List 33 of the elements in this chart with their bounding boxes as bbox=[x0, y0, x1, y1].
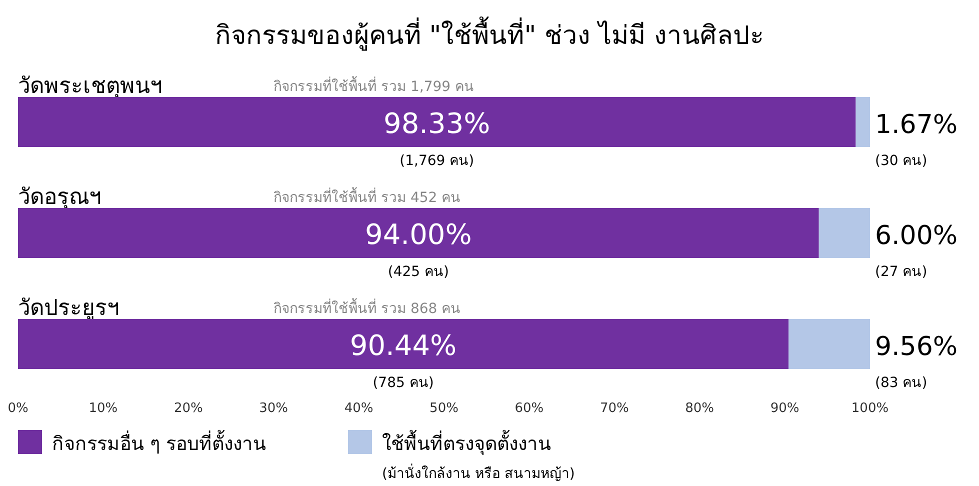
x-tick-label: 90% bbox=[770, 401, 800, 416]
data-label: 9.56% (83 คน) bbox=[875, 332, 958, 391]
legend-label: ใช้พื้นที่ตรงจุดตั้งงาน bbox=[382, 430, 551, 456]
y-tick-label: วัดประยูรฯ bbox=[18, 296, 119, 321]
bar bbox=[788, 319, 870, 369]
x-tick-label: 0% bbox=[8, 401, 28, 416]
x-tick-label: 100% bbox=[851, 401, 889, 416]
bar bbox=[856, 97, 870, 147]
x-tick-label: 80% bbox=[685, 401, 714, 416]
x-tick-label: 50% bbox=[430, 401, 458, 416]
x-tick-label: 10% bbox=[88, 401, 118, 416]
data-label: 6.00% (27 คน) bbox=[875, 221, 958, 280]
bar bbox=[18, 208, 819, 258]
data-label: 98.33% (1,769 คน) bbox=[384, 107, 490, 169]
bar bbox=[818, 208, 870, 258]
text: (ม้านั่งใกล้งาน หรือ สนามหญ้า) bbox=[382, 464, 575, 482]
legend-label: กิจกรรมอื่น ๆ รอบที่ตั้งงาน bbox=[52, 430, 266, 455]
x-tick-label: 70% bbox=[600, 401, 629, 416]
x-tick-label: 60% bbox=[514, 401, 544, 416]
bar bbox=[18, 97, 856, 147]
x-tick-label: 30% bbox=[259, 401, 288, 416]
total-label: กิจกรรมที่ใช้พื้นที่ รวม 452 คน bbox=[274, 187, 461, 206]
total-label: กิจกรรมที่ใช้พื้นที่ รวม 1,799 คน bbox=[274, 76, 474, 95]
data-label: 90.44% (785 คน) bbox=[350, 329, 457, 391]
total-label: กิจกรรมที่ใช้พื้นที่ รวม 868 คน bbox=[274, 298, 461, 317]
data-label: 1.67% (30 คน) bbox=[875, 110, 958, 169]
chart-title: กิจกรรมของผู้คนที่ "ใช้พื้นที่" ช่วง ไม่มี งานศิลปะ bbox=[215, 16, 764, 51]
y-tick-label: วัดพระเชตุพนฯ bbox=[18, 74, 162, 99]
data-label: 94.00% (425 คน) bbox=[365, 218, 472, 280]
y-tick-label: วัดอรุณฯ bbox=[18, 185, 101, 210]
x-tick-label: 40% bbox=[344, 401, 374, 416]
bar bbox=[18, 319, 789, 369]
x-tick-label: 20% bbox=[174, 401, 203, 416]
